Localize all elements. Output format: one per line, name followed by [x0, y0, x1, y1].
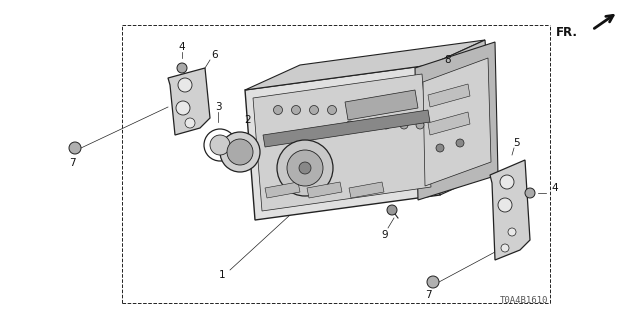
Circle shape	[176, 101, 190, 115]
Circle shape	[291, 106, 301, 115]
Text: 1: 1	[219, 270, 225, 280]
Circle shape	[364, 121, 372, 129]
Text: 4: 4	[179, 42, 186, 52]
Polygon shape	[245, 65, 440, 220]
Text: 2: 2	[244, 115, 252, 125]
Circle shape	[500, 175, 514, 189]
Circle shape	[456, 139, 464, 147]
Text: 4: 4	[552, 183, 558, 193]
Circle shape	[346, 121, 354, 129]
Polygon shape	[345, 90, 418, 120]
Circle shape	[177, 63, 187, 73]
Circle shape	[498, 198, 512, 212]
Circle shape	[227, 139, 253, 165]
Text: 7: 7	[425, 290, 431, 300]
Circle shape	[525, 188, 535, 198]
Polygon shape	[245, 40, 485, 90]
Circle shape	[273, 106, 282, 115]
Circle shape	[310, 106, 319, 115]
Circle shape	[416, 121, 424, 129]
Circle shape	[69, 142, 81, 154]
Polygon shape	[253, 74, 431, 211]
Circle shape	[508, 228, 516, 236]
Polygon shape	[415, 42, 498, 200]
Circle shape	[277, 140, 333, 196]
Circle shape	[427, 276, 439, 288]
Text: 7: 7	[68, 158, 76, 168]
Text: T0A4B1610: T0A4B1610	[500, 296, 548, 305]
Circle shape	[185, 118, 195, 128]
Circle shape	[287, 150, 323, 186]
Text: 9: 9	[381, 230, 388, 240]
Circle shape	[178, 78, 192, 92]
Circle shape	[328, 106, 337, 115]
Polygon shape	[168, 68, 210, 135]
Text: 5: 5	[513, 138, 519, 148]
Circle shape	[400, 121, 408, 129]
Text: 3: 3	[214, 102, 221, 112]
Polygon shape	[263, 110, 430, 147]
Circle shape	[387, 205, 397, 215]
Polygon shape	[490, 160, 530, 260]
Polygon shape	[423, 58, 491, 186]
Text: FR.: FR.	[556, 26, 578, 38]
Text: 8: 8	[445, 55, 451, 65]
Circle shape	[501, 244, 509, 252]
Circle shape	[299, 162, 311, 174]
Polygon shape	[428, 84, 470, 107]
Text: 6: 6	[212, 50, 218, 60]
Circle shape	[382, 121, 390, 129]
Circle shape	[220, 132, 260, 172]
Circle shape	[210, 135, 230, 155]
Polygon shape	[307, 182, 342, 198]
Polygon shape	[349, 182, 384, 198]
Polygon shape	[428, 112, 470, 135]
Polygon shape	[265, 182, 300, 198]
Polygon shape	[430, 40, 495, 195]
Circle shape	[436, 144, 444, 152]
